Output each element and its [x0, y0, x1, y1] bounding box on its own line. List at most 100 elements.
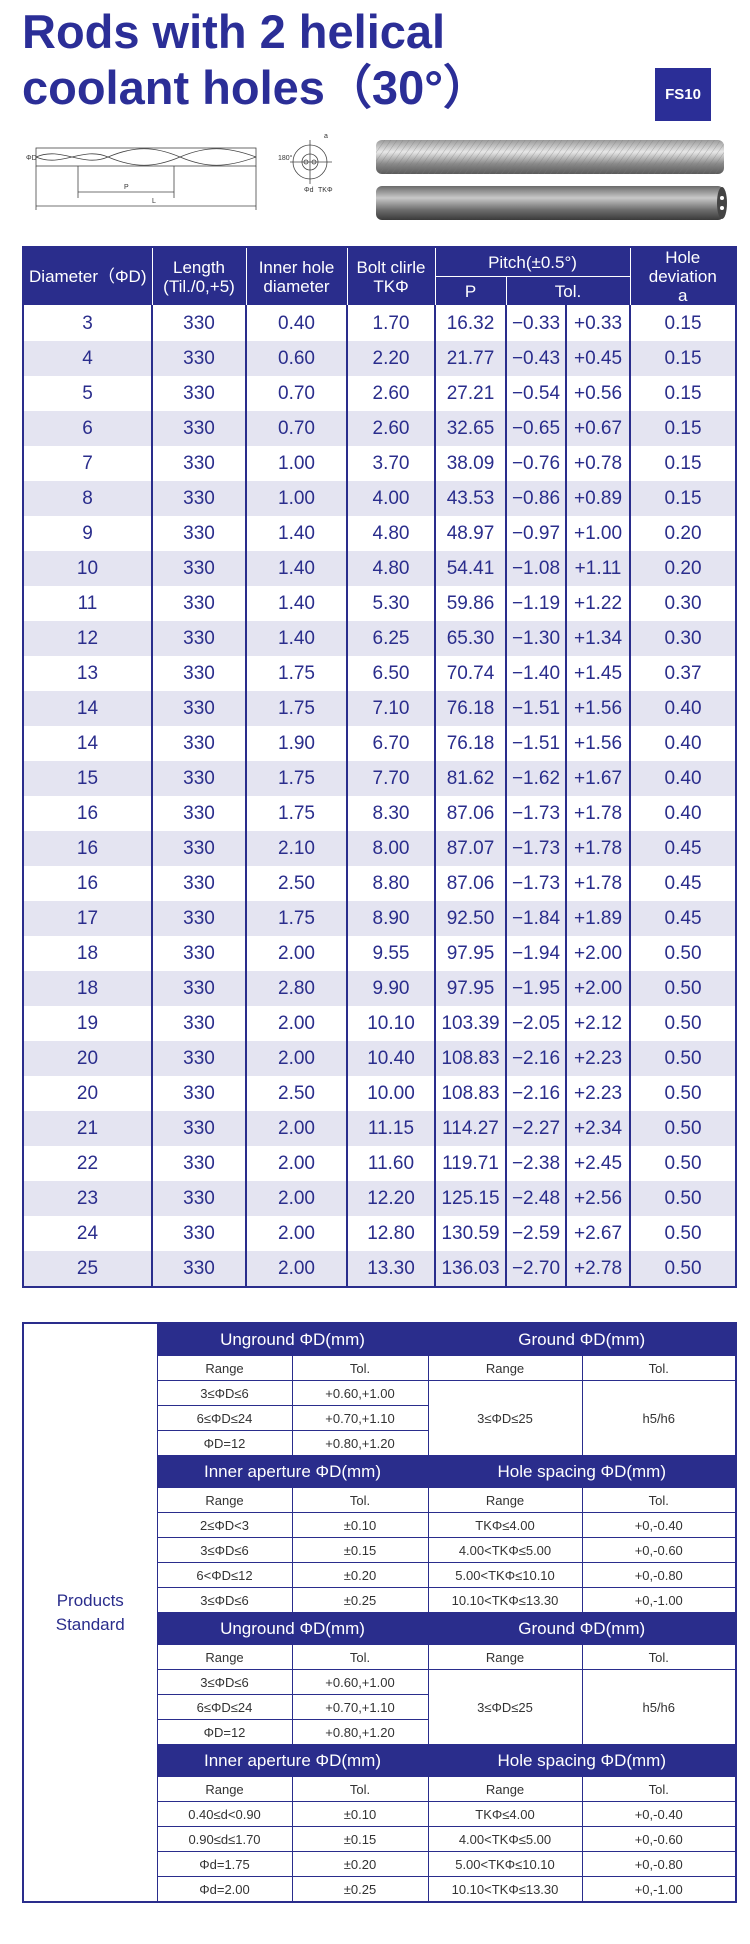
table-row: 16 330 2.10 8.00 87.07 −1.73 +1.78 0.45 — [22, 831, 738, 866]
table-cell: 24 — [22, 1216, 153, 1251]
table-cell: +2.23 — [564, 1041, 632, 1076]
standard-cell: Φd=1.75 — [156, 1851, 293, 1877]
table-cell: 81.62 — [434, 761, 507, 796]
standard-cell: 3≤ΦD≤6 — [156, 1669, 293, 1695]
table-cell: 48.97 — [434, 516, 507, 551]
table-row: 5 330 0.70 2.60 27.21 −0.54 +0.56 0.15 — [22, 376, 738, 411]
standard-cell: Φd=2.00 — [156, 1876, 293, 1903]
table-cell: 97.95 — [434, 936, 507, 971]
standard-cell: +0,-0.80 — [581, 1562, 737, 1588]
column-header: Range — [156, 1487, 293, 1513]
block-title-row: Inner aperture ΦD(mm) Hole spacing ΦD(mm) — [23, 1455, 737, 1488]
table-cell: 119.71 — [434, 1146, 507, 1181]
table-cell: +1.56 — [564, 726, 632, 761]
table-cell: −2.16 — [505, 1041, 567, 1076]
table-cell: 3 — [22, 305, 153, 341]
standard-cell: 3≤ΦD≤25 — [427, 1380, 583, 1456]
table-cell: 0.15 — [629, 446, 738, 481]
table-cell: 2.20 — [346, 341, 436, 376]
table-cell: 130.59 — [434, 1216, 507, 1251]
standard-cell: TKΦ≤4.00 — [427, 1801, 583, 1827]
standard-cell: 5.00<TKΦ≤10.10 — [427, 1851, 583, 1877]
table-cell: 0.60 — [245, 341, 348, 376]
column-header: Tol. — [581, 1355, 737, 1381]
table-cell: −2.38 — [505, 1146, 567, 1181]
table-cell: 330 — [151, 551, 247, 586]
title: Rods with 2 helical coolant holes（30°） — [22, 4, 490, 116]
table-cell: 0.40 — [629, 796, 738, 831]
table-cell: −2.59 — [505, 1216, 567, 1251]
table-row: 23 330 2.00 12.20 125.15 −2.48 +2.56 0.50 — [22, 1181, 738, 1216]
table-cell: 27.21 — [434, 376, 507, 411]
table-cell: 108.83 — [434, 1076, 507, 1111]
header-line: Bolt clirle — [356, 257, 426, 277]
standard-cell: +0,-1.00 — [581, 1876, 737, 1903]
table-cell: 16 — [22, 796, 153, 831]
table-cell: +1.00 — [564, 516, 632, 551]
standard-cell: +0,-0.60 — [581, 1537, 737, 1563]
table-cell: +1.34 — [564, 621, 632, 656]
badge: FS10 — [655, 68, 711, 121]
block-title-row: Products Standard Unground ΦD(mm) Ground ΦD… — [22, 1322, 737, 1903]
table-row: 12 330 1.40 6.25 65.30 −1.30 +1.34 0.30 — [22, 621, 738, 656]
block-title: Ground ΦD(mm) — [427, 1322, 737, 1356]
table-cell: 2.50 — [245, 866, 348, 901]
table-cell: +0.78 — [564, 446, 632, 481]
column-header: Tol. — [291, 1776, 429, 1802]
table-row: 21 330 2.00 11.15 114.27 −2.27 +2.34 0.50 — [22, 1111, 738, 1146]
table-row: 20 330 2.50 10.00 108.83 −2.16 +2.23 0.50 — [22, 1076, 738, 1111]
header-line: Products — [56, 1590, 124, 1610]
table-cell: 13.30 — [346, 1251, 436, 1287]
table-cell: 330 — [151, 586, 247, 621]
table-cell: 1.75 — [245, 761, 348, 796]
table-cell: +0.56 — [564, 376, 632, 411]
table-cell: −1.08 — [505, 551, 567, 586]
column-header: Tol. — [291, 1644, 429, 1670]
table-cell: 21 — [22, 1111, 153, 1146]
header-line: Inner hole — [258, 257, 335, 277]
table-cell: 0.45 — [629, 866, 738, 901]
table-row: 14 330 1.75 7.10 76.18 −1.51 +1.56 0.40 — [22, 691, 738, 726]
table-cell: 330 — [151, 1076, 247, 1111]
table-cell: 330 — [151, 691, 247, 726]
table-cell: 0.70 — [245, 411, 348, 446]
table-row: 18 330 2.00 9.55 97.95 −1.94 +2.00 0.50 — [22, 936, 738, 971]
table-cell: −1.73 — [505, 796, 567, 831]
block-header-row: Range Tol. Range Tol. — [23, 1776, 737, 1802]
spec-table: Diameter（ΦD) Length (Til./0,+5) Inner hole d… — [22, 246, 738, 1288]
table-cell: 70.74 — [434, 656, 507, 691]
table-cell: 0.37 — [629, 656, 738, 691]
table-cell: 43.53 — [434, 481, 507, 516]
table-cell: −1.51 — [505, 726, 567, 761]
table-row: 20 330 2.00 10.40 108.83 −2.16 +2.23 0.50 — [22, 1041, 738, 1076]
table-cell: 0.45 — [629, 831, 738, 866]
standard-cell: +0,-0.80 — [581, 1851, 737, 1877]
table-cell: 2.00 — [245, 1041, 348, 1076]
standard-cell: 3≤ΦD≤6 — [156, 1537, 293, 1563]
table-cell: 2.00 — [245, 1146, 348, 1181]
table-cell: 0.50 — [629, 1216, 738, 1251]
table-cell: 18 — [22, 936, 153, 971]
table-cell: −0.43 — [505, 341, 567, 376]
table-cell: +2.12 — [564, 1006, 632, 1041]
standard-cell: ±0.15 — [291, 1826, 429, 1852]
rod-drawing — [35, 140, 332, 210]
table-cell: 330 — [151, 726, 247, 761]
table-cell: −1.30 — [505, 621, 567, 656]
table-cell: 1.75 — [245, 901, 348, 936]
table-cell: 330 — [151, 1216, 247, 1251]
standard-cell: TKΦ≤4.00 — [427, 1512, 583, 1538]
table-cell: 0.50 — [629, 1111, 738, 1146]
table-cell: 15 — [22, 761, 153, 796]
table-cell: 1.90 — [245, 726, 348, 761]
standard-cell: ±0.25 — [291, 1876, 429, 1903]
block-row: 6<ΦD≤12 ±0.20 5.00<TKΦ≤10.10 +0,-0.80 — [23, 1562, 737, 1588]
header-cell: Hole deviation a — [629, 246, 737, 306]
table-row: 7 330 1.00 3.70 38.09 −0.76 +0.78 0.15 — [22, 446, 738, 481]
table-cell: 0.50 — [629, 1006, 738, 1041]
table-cell: 76.18 — [434, 726, 507, 761]
table-cell: 330 — [151, 411, 247, 446]
table-cell: 0.30 — [629, 621, 738, 656]
table-cell: +2.00 — [564, 936, 632, 971]
standard-cell: ΦD=12 — [156, 1430, 293, 1456]
